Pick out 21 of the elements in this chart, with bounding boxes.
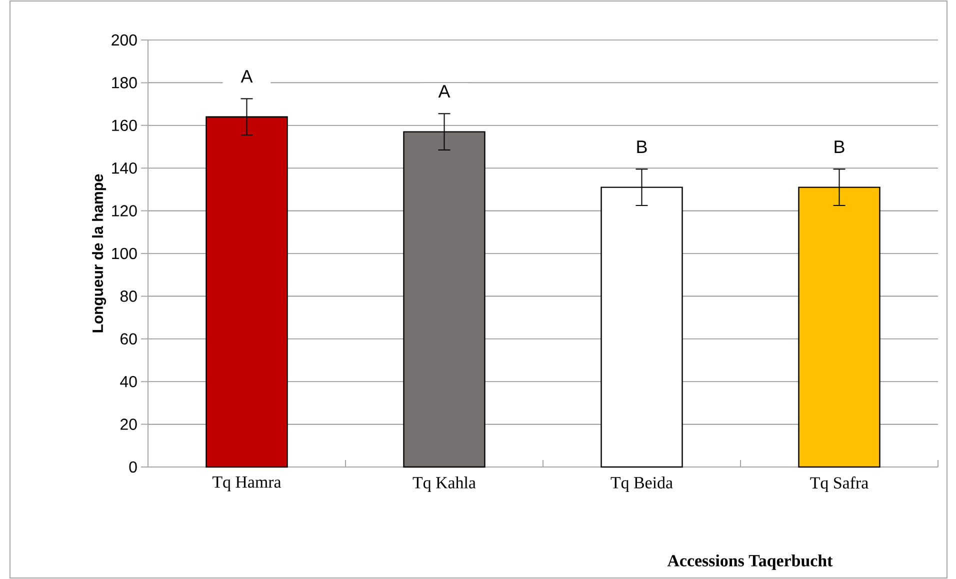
x-tick-label: Tq Hamra bbox=[212, 476, 282, 492]
annotation: B bbox=[834, 140, 844, 153]
y-tick-label: 140 bbox=[112, 162, 137, 174]
x-axis-title: Accessions Taqerbucht bbox=[667, 554, 833, 570]
annotation: A bbox=[438, 85, 450, 98]
y-tick-label: 200 bbox=[112, 34, 137, 46]
y-tick-label: 160 bbox=[112, 120, 137, 132]
y-tick-label: 40 bbox=[120, 376, 137, 388]
y-tick-label: 180 bbox=[112, 77, 137, 88]
y-tick-label: 0 bbox=[129, 461, 137, 473]
x-tick-label: Tq Safra bbox=[810, 476, 868, 492]
y-tick-label: 60 bbox=[120, 333, 137, 345]
x-tick-label: Tq Beida bbox=[610, 476, 673, 492]
y-tick-label: 100 bbox=[112, 248, 137, 260]
y-axis-title: Longueur de la hampe bbox=[92, 174, 106, 332]
y-tick-label: 80 bbox=[120, 290, 137, 302]
y-tick-label: 20 bbox=[120, 418, 137, 430]
annotation: B bbox=[637, 140, 647, 153]
y-tick-label: 120 bbox=[112, 205, 137, 216]
x-tick-label: Tq Kahla bbox=[412, 476, 476, 492]
annotation: A bbox=[240, 70, 253, 83]
